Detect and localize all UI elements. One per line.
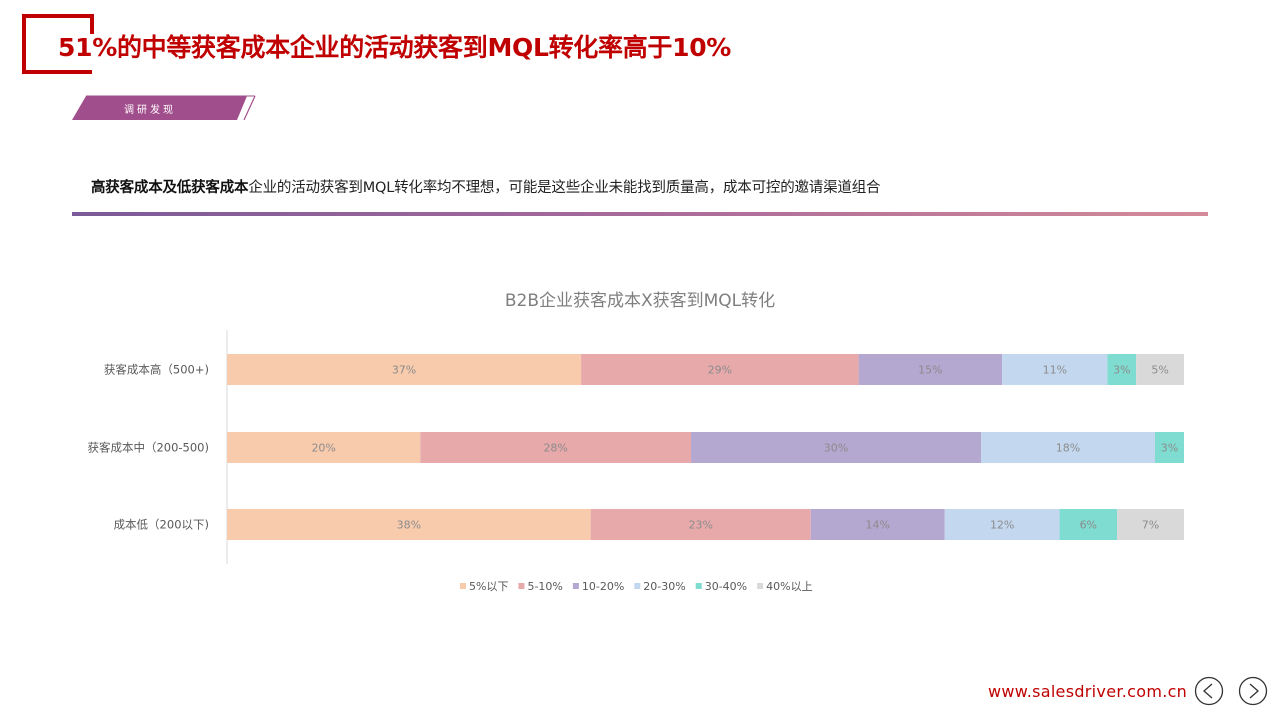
subtitle: 高获客成本及低获客成本企业的活动获客到MQL转化率均不理想，可能是这些企业未能找… xyxy=(91,176,881,197)
category-label: 获客成本高（500+) xyxy=(104,363,209,377)
data-label: 5% xyxy=(1151,364,1168,377)
bar-segment xyxy=(981,432,1155,463)
legend-swatch xyxy=(460,583,466,589)
data-label: 6% xyxy=(1080,519,1097,532)
tag-shape xyxy=(72,95,256,121)
chart: B2B企业获客成本X获客到MQL转化 获客成本高（500+) 37% 29% 15% 1… xyxy=(0,280,1280,610)
legend-swatch xyxy=(634,583,641,589)
chart-title: B2B企业获客成本X获客到MQL转化 xyxy=(505,291,775,311)
data-label: 3% xyxy=(1113,364,1130,377)
data-label: 20% xyxy=(311,442,335,455)
divider-line xyxy=(72,212,1208,216)
bar-segment xyxy=(590,509,811,540)
legend-label: 5-10% xyxy=(527,580,562,593)
data-label: 3% xyxy=(1161,442,1178,455)
data-label: 29% xyxy=(708,364,732,377)
subtitle-bold: 高获客成本及低获客成本 xyxy=(91,180,249,196)
data-label: 18% xyxy=(1056,442,1080,455)
legend: 5%以下 5-10% 10-20% 20-30% 30-40% 40%以上 xyxy=(460,580,813,593)
bar-segment xyxy=(858,354,1003,385)
bar-segment xyxy=(691,432,981,463)
bar-segment xyxy=(1059,509,1118,540)
chevron-right-icon[interactable] xyxy=(1238,676,1268,706)
data-label: 15% xyxy=(918,364,942,377)
legend-label: 30-40% xyxy=(705,580,747,593)
chevron-left-icon[interactable] xyxy=(1194,676,1224,706)
bar-segment xyxy=(581,354,859,385)
data-label: 28% xyxy=(543,442,567,455)
legend-swatch xyxy=(572,583,579,589)
legend-label: 5%以下 xyxy=(469,580,508,593)
subtitle-rest: 企业的活动获客到MQL转化率均不理想，可能是这些企业未能找到质量高，成本可控的邀… xyxy=(248,180,881,196)
bar-segment xyxy=(944,509,1060,540)
bar-segment xyxy=(810,509,945,540)
footer-url[interactable]: www.salesdriver.com.cn xyxy=(988,682,1188,701)
section-tag: 调研发现 xyxy=(72,95,257,121)
bar-segment xyxy=(227,509,591,540)
bar-segment xyxy=(1155,432,1184,463)
category-label: 获客成本中（200-500) xyxy=(87,441,209,455)
legend-swatch xyxy=(518,583,525,589)
data-label: 37% xyxy=(392,364,416,377)
bar-segment xyxy=(420,432,691,463)
data-label: 12% xyxy=(990,519,1014,532)
bar-segment xyxy=(1117,509,1184,540)
page-title: 51%的中等获客成本企业的活动获客到MQL转化率高于10% xyxy=(58,33,732,62)
legend-swatch xyxy=(695,583,702,589)
data-label: 30% xyxy=(824,442,848,455)
data-label: 14% xyxy=(866,519,890,532)
data-label: 11% xyxy=(1043,364,1067,377)
legend-label: 40%以上 xyxy=(766,580,812,593)
category-label: 成本低（200以下) xyxy=(114,518,209,532)
bar-segment xyxy=(1002,354,1108,385)
data-label: 38% xyxy=(397,519,421,532)
bar-segment xyxy=(1107,354,1137,385)
bar-segment xyxy=(227,432,421,463)
legend-label: 10-20% xyxy=(582,580,624,593)
chart-svg: B2B企业获客成本X获客到MQL转化 获客成本高（500+) 37% 29% 15% 1… xyxy=(87,291,1184,593)
title-bracket-cut xyxy=(90,14,94,34)
legend-swatch xyxy=(757,583,764,589)
bar-segment xyxy=(227,354,582,385)
data-label: 23% xyxy=(688,519,712,532)
section-tag-label: 调研发现 xyxy=(124,105,176,116)
data-label: 7% xyxy=(1142,519,1159,532)
bar-segment xyxy=(1136,354,1184,385)
bars-group: 获客成本高（500+) 37% 29% 15% 11% 3% 5% 获客成本中（200-500… xyxy=(87,354,1184,540)
legend-label: 20-30% xyxy=(643,580,685,593)
title-bracket xyxy=(22,14,92,74)
